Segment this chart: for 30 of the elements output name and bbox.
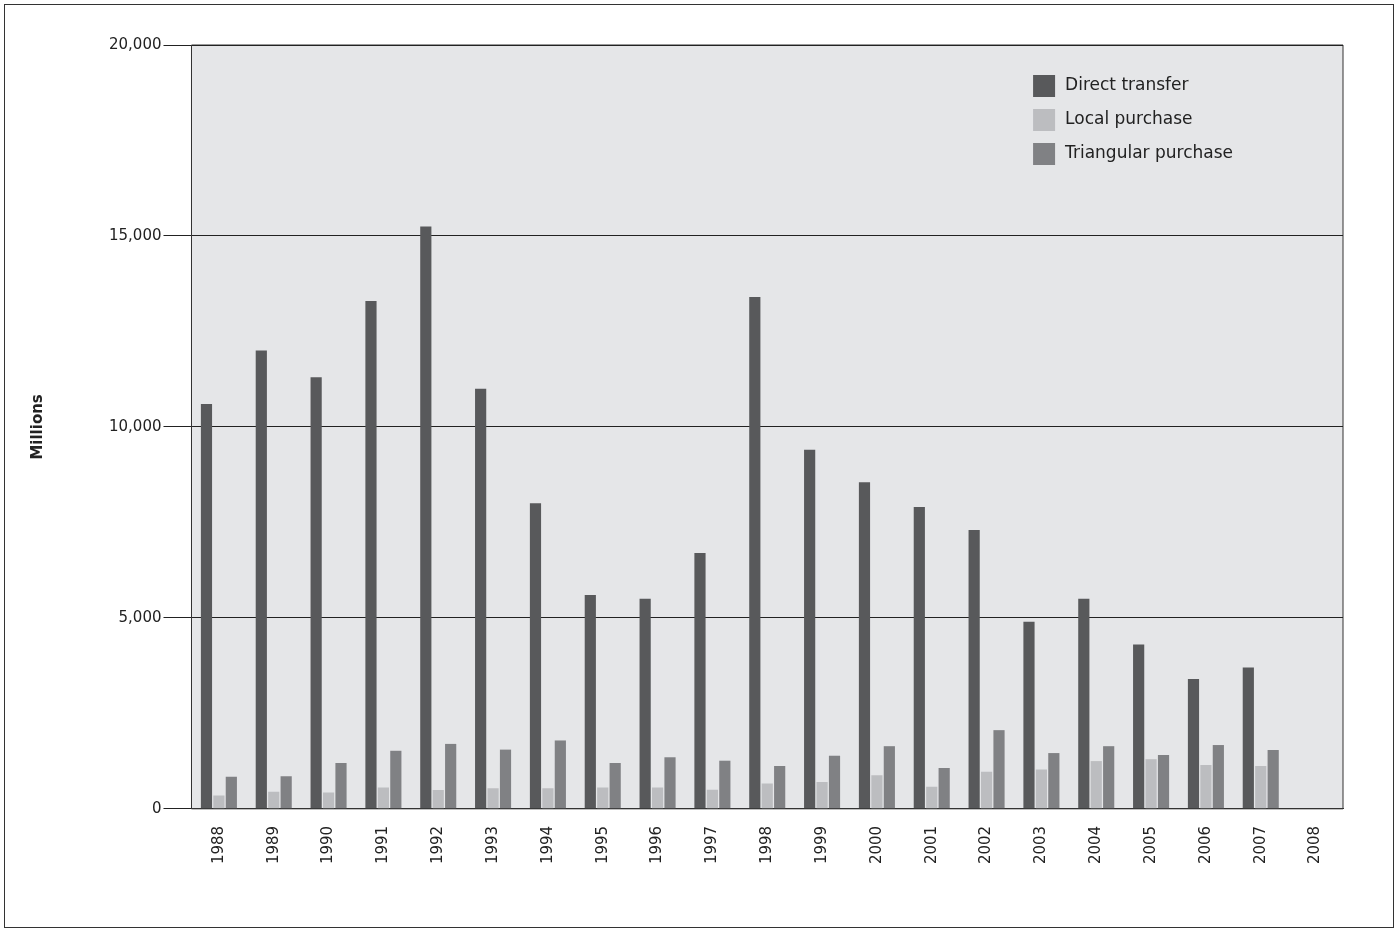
y-tick-label: 5,000 (118, 607, 162, 626)
x-tick-label: 1988 (208, 825, 227, 865)
y-tick-label: 0 (151, 798, 162, 817)
x-tick-label: 1992 (428, 825, 447, 865)
legend-label: Local purchase (1065, 108, 1193, 129)
x-tick-label: 1996 (647, 825, 666, 865)
x-tick-label: 1991 (373, 825, 392, 865)
x-tick-label: 2000 (866, 825, 885, 865)
x-tick-label: 2005 (1140, 825, 1159, 865)
x-tick-label: 1989 (263, 825, 282, 865)
y-tick-label: 10,000 (108, 416, 162, 435)
x-tick-label: 2003 (1031, 825, 1050, 865)
x-tick-label: 1998 (757, 825, 776, 865)
legend-label: Direct transfer (1065, 74, 1189, 95)
x-tick-label: 2006 (1195, 825, 1214, 865)
x-tick-label: 2008 (1305, 825, 1324, 865)
x-tick-label: 1999 (811, 825, 830, 865)
x-tick-label: 1994 (537, 825, 556, 865)
x-tick-label: 1993 (482, 825, 501, 865)
x-tick-label: 1995 (592, 825, 611, 865)
legend-label: Triangular purchase (1064, 142, 1234, 163)
y-axis-title: Millions (27, 394, 46, 460)
x-tick-label: 2001 (921, 825, 940, 865)
y-tick-label: 20,000 (108, 34, 162, 53)
x-tick-label: 1990 (318, 825, 337, 865)
x-tick-label: 2002 (976, 825, 995, 865)
x-tick-label: 1997 (702, 825, 721, 865)
x-tick-label: 2004 (1086, 825, 1105, 865)
x-tick-label: 2007 (1250, 825, 1269, 865)
y-tick-label: 15,000 (108, 225, 162, 244)
